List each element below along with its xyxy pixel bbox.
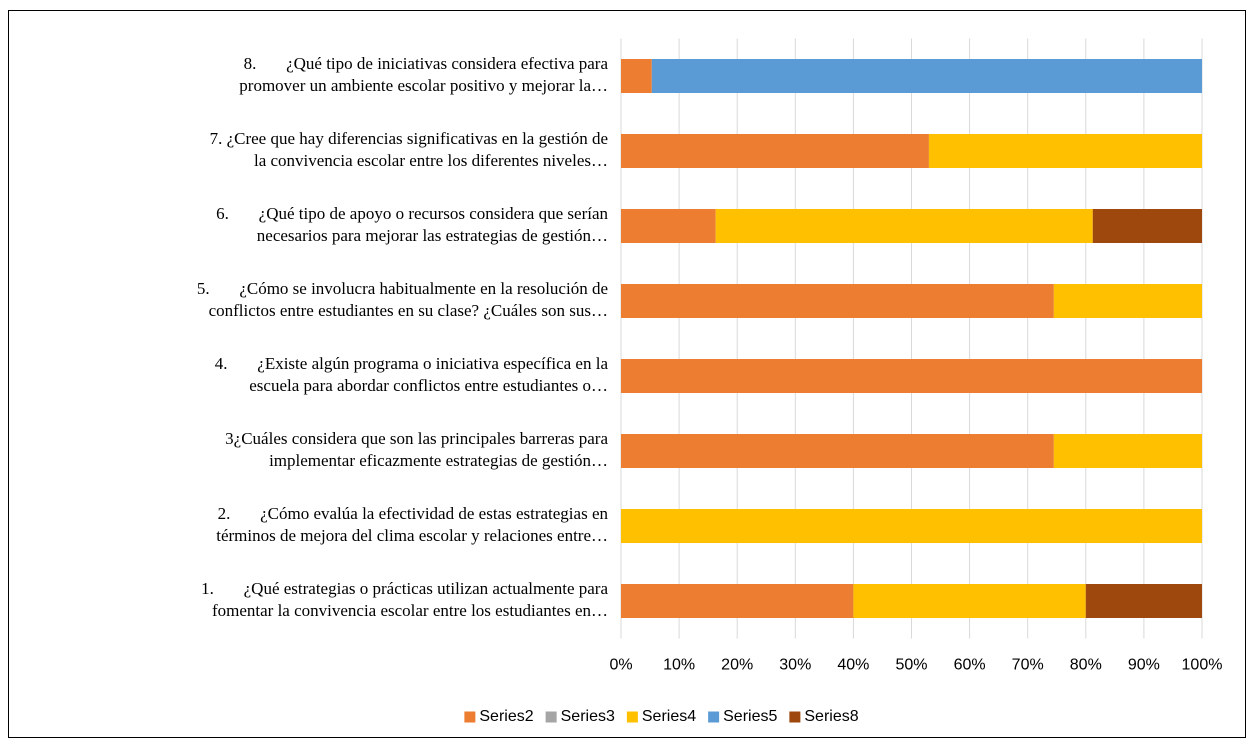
bar-segment bbox=[715, 209, 1093, 243]
bar-segment bbox=[621, 284, 1054, 318]
x-tick-label: 70% bbox=[1012, 657, 1044, 674]
category-label: implementar eficazmente estrategias de g… bbox=[269, 451, 608, 470]
x-tick-label: 60% bbox=[954, 657, 986, 674]
legend-swatch bbox=[545, 711, 557, 723]
bar-segment bbox=[1053, 284, 1202, 318]
bar-segment bbox=[621, 359, 1202, 393]
legend-label: Series2 bbox=[479, 708, 533, 725]
category-label: términos de mejora del clima escolar y r… bbox=[216, 526, 608, 545]
bar-segment bbox=[1085, 584, 1202, 618]
category-label: 5. ¿Cómo se involucra habitualmente en l… bbox=[197, 279, 608, 298]
x-tick-label: 100% bbox=[1182, 657, 1223, 674]
category-label: 2. ¿Cómo evalúa la efectividad de estas … bbox=[218, 504, 609, 523]
category-label: 3¿Cuáles considera que son las principal… bbox=[225, 429, 608, 448]
bar-segment bbox=[621, 509, 1202, 543]
category-label: 1. ¿Qué estrategias o prácticas utilizan… bbox=[201, 579, 608, 598]
bar-segment bbox=[621, 59, 652, 93]
category-label: la convivencia escolar entre los diferen… bbox=[254, 151, 608, 170]
x-tick-label: 90% bbox=[1128, 657, 1160, 674]
legend-swatch bbox=[789, 711, 801, 723]
category-label: 4. ¿Existe algún programa o iniciativa e… bbox=[215, 354, 609, 373]
x-tick-label: 40% bbox=[837, 657, 869, 674]
bar-segment bbox=[621, 584, 854, 618]
category-label: promover un ambiente escolar positivo y … bbox=[239, 76, 608, 95]
bar-segment bbox=[928, 134, 1202, 168]
x-tick-label: 20% bbox=[721, 657, 753, 674]
category-label: conflictos entre estudiantes en su clase… bbox=[209, 301, 608, 320]
bar-segment bbox=[1092, 209, 1202, 243]
x-tick-label: 0% bbox=[609, 657, 632, 674]
bar-segment bbox=[651, 59, 1202, 93]
legend-swatch bbox=[626, 711, 638, 723]
category-label: escuela para abordar conflictos entre es… bbox=[249, 376, 608, 395]
bar-segment bbox=[853, 584, 1086, 618]
x-tick-label: 30% bbox=[779, 657, 811, 674]
legend: Series2 Series3 Series4 Series5 Series8 bbox=[464, 708, 859, 725]
category-label: 7. ¿Cree que hay diferencias significati… bbox=[210, 129, 608, 148]
category-label: fomentar la convivencia escolar entre lo… bbox=[212, 601, 608, 620]
x-tick-label: 10% bbox=[663, 657, 695, 674]
legend-label: Series4 bbox=[642, 708, 696, 725]
bar-segment bbox=[1053, 434, 1202, 468]
x-tick-label: 50% bbox=[895, 657, 927, 674]
category-label: necesarios para mejorar las estrategias … bbox=[257, 226, 608, 245]
category-label: 8. ¿Qué tipo de iniciativas considera ef… bbox=[244, 54, 609, 73]
bar-segment bbox=[621, 134, 929, 168]
x-tick-label: 80% bbox=[1070, 657, 1102, 674]
category-label: 6. ¿Qué tipo de apoyo o recursos conside… bbox=[216, 204, 608, 223]
bar-segment bbox=[621, 434, 1054, 468]
bar-segment bbox=[621, 209, 716, 243]
legend-label: Series5 bbox=[723, 708, 777, 725]
legend-swatch bbox=[708, 711, 720, 723]
legend-label: Series8 bbox=[804, 708, 858, 725]
legend-swatch bbox=[464, 711, 476, 723]
legend-label: Series3 bbox=[561, 708, 615, 725]
